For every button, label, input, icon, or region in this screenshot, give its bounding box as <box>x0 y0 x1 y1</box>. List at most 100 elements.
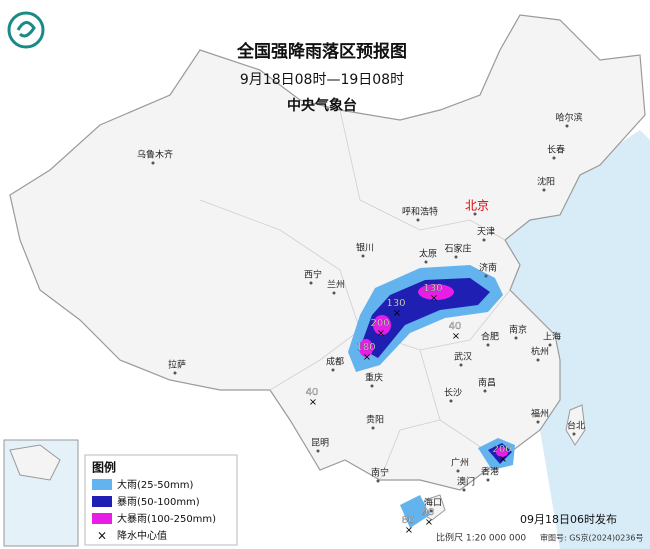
rain-center-value: 40 <box>306 387 319 398</box>
city-label: 香港 <box>481 466 499 478</box>
city-dot <box>486 343 490 347</box>
city-label: 西宁 <box>304 269 322 281</box>
severe-rainstorm-area <box>496 447 508 457</box>
center-marker: × <box>425 517 433 528</box>
city-label: 石家庄 <box>444 243 471 255</box>
city-label: 昆明 <box>311 438 329 449</box>
sea <box>505 130 650 549</box>
city-dot <box>449 399 453 403</box>
logo-mark <box>16 21 36 38</box>
legend-marker: × <box>97 529 107 543</box>
city-label: 银川 <box>356 242 374 254</box>
center-marker: × <box>430 293 438 304</box>
city-dot <box>552 156 556 160</box>
city-dot <box>572 432 576 436</box>
legend-label: 大暴雨(100-250mm) <box>117 512 216 525</box>
city-label: 武汉 <box>454 351 472 363</box>
city-label: 成都 <box>326 356 344 368</box>
city-label: 天津 <box>477 227 495 238</box>
city-label: 合肥 <box>481 331 499 343</box>
legend-swatch <box>92 496 112 507</box>
city-dot <box>482 238 486 242</box>
taiwan-island <box>565 404 586 446</box>
city-dot <box>429 509 433 513</box>
city-label: 广州 <box>451 457 469 469</box>
city-dot <box>473 212 477 216</box>
city-dot <box>332 291 336 295</box>
city-label: 澳门 <box>457 476 475 488</box>
city-dot <box>548 343 552 347</box>
city-dot <box>462 488 466 492</box>
city-dot <box>371 426 375 430</box>
province-borders <box>199 109 511 481</box>
rainstorm-area <box>360 278 490 358</box>
city-dot <box>370 384 374 388</box>
city-dot <box>486 478 490 482</box>
city-label: 长沙 <box>444 387 462 399</box>
title: 全国强降雨落区预报图 <box>236 41 407 62</box>
center-marker: × <box>393 308 401 319</box>
city-dot <box>173 371 177 375</box>
city-dot <box>309 281 313 285</box>
center-marker: × <box>452 331 460 342</box>
legend-swatch <box>92 479 112 490</box>
legend-label: 降水中心值 <box>117 529 167 542</box>
rain-center-value: 40 <box>449 321 462 332</box>
legend-swatch <box>92 513 112 524</box>
city-label: 兰州 <box>327 279 345 291</box>
center-marker: × <box>377 328 385 339</box>
city-dot <box>376 479 380 483</box>
city-dot <box>416 218 420 222</box>
city-label: 杭州 <box>531 346 549 358</box>
city-dot <box>316 449 320 453</box>
city-label: 福州 <box>531 408 549 420</box>
city-label: 南宁 <box>371 467 389 479</box>
city-label: 台北 <box>567 420 585 432</box>
rain-center-value: 90 <box>422 507 435 518</box>
city-label: 北京 <box>465 199 489 213</box>
city-label: 太原 <box>419 248 437 260</box>
city-label: 重庆 <box>365 372 383 384</box>
inset <box>3 439 79 547</box>
city-label: 南昌 <box>478 377 496 389</box>
release-time: 09月18日06时发布 <box>520 512 617 526</box>
legend-title: 图例 <box>92 460 116 475</box>
subtitle: 9月18日08时—19日08时 <box>240 72 404 88</box>
city-dot <box>361 254 365 258</box>
rain-center-value: 130 <box>423 283 442 294</box>
city-label: 哈尔滨 <box>555 112 582 124</box>
center-marker: × <box>499 454 507 465</box>
rain-center-value: 180 <box>356 342 375 353</box>
severe-rainstorm-area <box>418 284 454 300</box>
city-dot <box>483 389 487 393</box>
city-label: 拉萨 <box>168 359 186 371</box>
rain-center-value: 200 <box>492 444 511 455</box>
severe-rainstorm-area <box>373 315 391 335</box>
scale: 比例尺 1:20 000 000 <box>436 532 526 544</box>
city-dot <box>536 358 540 362</box>
city-label: 长春 <box>547 144 565 156</box>
city-dot <box>151 161 155 165</box>
city-dot <box>424 260 428 264</box>
issuer: 中央气象台 <box>287 97 357 114</box>
legend-label: 大雨(25-50mm) <box>117 478 193 491</box>
city-dot <box>536 420 540 424</box>
city-label: 南京 <box>509 324 527 336</box>
logo <box>7 11 45 49</box>
inset-land <box>9 444 61 481</box>
center-marker: × <box>363 352 371 363</box>
city-dot <box>459 363 463 367</box>
city-dot <box>514 336 518 340</box>
city-dot <box>484 274 488 278</box>
legend-label: 暴雨(50-100mm) <box>117 496 200 508</box>
city-dot <box>331 368 335 372</box>
city-label: 沈阳 <box>537 176 555 188</box>
approval-number: 审图号: GS京(2024)0236号 <box>540 533 643 543</box>
rain-center-value: 200 <box>370 318 389 329</box>
city-label: 乌鲁木齐 <box>137 149 173 161</box>
city-label: 海口 <box>424 497 442 509</box>
rain-center-value: 80 <box>402 515 415 526</box>
severe-rainstorm-area <box>359 339 373 357</box>
center-marker: × <box>309 397 317 408</box>
